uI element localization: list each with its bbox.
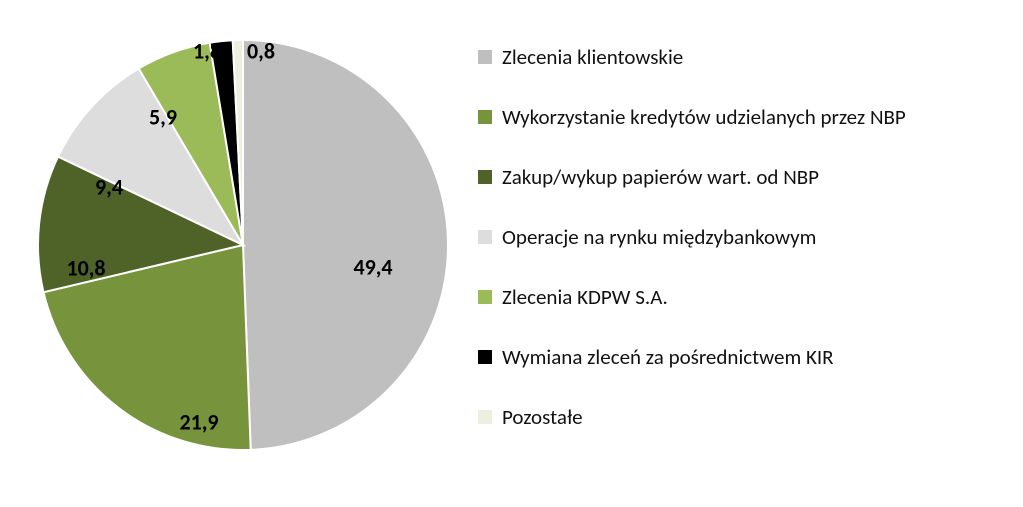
legend: Zlecenia klientowskie Wykorzystanie kredy… [478, 44, 906, 430]
legend-item: Pozostałe [478, 404, 906, 430]
legend-label: Wymiana zleceń za pośrednictwem KIR [502, 344, 834, 370]
legend-label: Zlecenia klientowskie [502, 44, 683, 70]
legend-label: Pozostałe [502, 404, 583, 430]
pie-value-label: 0,8 [247, 38, 275, 65]
pie-area: 49,4 21,9 10,8 9,4 5,9 1,8 0,8 [28, 30, 458, 460]
legend-item: Wymiana zleceń za pośrednictwem KIR [478, 344, 906, 370]
legend-swatch [478, 230, 492, 244]
pie-slice [243, 40, 448, 450]
legend-swatch [478, 350, 492, 364]
pie-chart: 49,4 21,9 10,8 9,4 5,9 1,8 0,8 Zlecenia klient… [0, 0, 1023, 507]
legend-swatch [478, 290, 492, 304]
pie-value-label: 21,9 [179, 409, 218, 436]
pie-value-label: 10,8 [66, 255, 105, 282]
legend-swatch [478, 50, 492, 64]
pie-value-label: 1,8 [193, 38, 221, 65]
legend-item: Operacje na rynku międzybankowym [478, 224, 906, 250]
legend-label: Wykorzystanie kredytów udzielanych przez… [502, 104, 906, 130]
pie-value-label: 9,4 [95, 174, 123, 201]
legend-swatch [478, 110, 492, 124]
pie-value-label: 5,9 [149, 104, 177, 131]
legend-item: Zlecenia KDPW S.A. [478, 284, 906, 310]
legend-item: Zakup/wykup papierów wart. od NBP [478, 164, 906, 190]
legend-item: Zlecenia klientowskie [478, 44, 906, 70]
legend-label: Operacje na rynku międzybankowym [502, 224, 816, 250]
pie-value-label: 49,4 [353, 254, 392, 281]
legend-swatch [478, 170, 492, 184]
legend-item: Wykorzystanie kredytów udzielanych przez… [478, 104, 906, 130]
pie-svg [28, 30, 458, 460]
legend-swatch [478, 410, 492, 424]
legend-label: Zakup/wykup papierów wart. od NBP [502, 164, 819, 190]
legend-label: Zlecenia KDPW S.A. [502, 284, 668, 310]
